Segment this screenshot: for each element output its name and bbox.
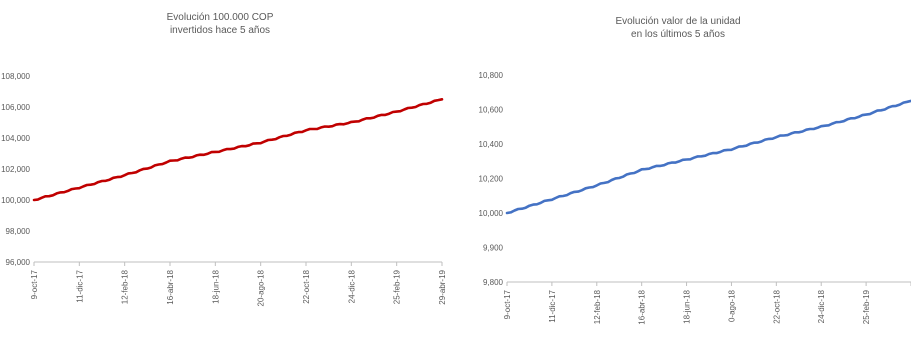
x-tick-label: 12-feb-18 <box>593 289 602 324</box>
plot-area: 96,000 98,000 100,000 102,000 104,000 106,000… <box>1 72 447 306</box>
y-tick-label: 106,000 <box>1 103 30 112</box>
y-tick-label: 98,000 <box>6 227 31 236</box>
y-tick-label: 10,600 <box>479 106 504 115</box>
chart-unit-value-evolution-svg: Evolución valor de la unidad en los últi… <box>479 16 911 325</box>
y-tick-label: 10,200 <box>479 175 504 184</box>
x-tick-label: 11-dic-17 <box>75 269 84 302</box>
x-tick-label: 12-feb-18 <box>121 269 130 304</box>
x-tick-label: 9-oct-17 <box>30 269 39 299</box>
x-tick-label: 22-oct-18 <box>302 269 311 303</box>
y-tick-label: 108,000 <box>1 72 30 81</box>
y-tick-label: 9,900 <box>483 244 504 253</box>
x-tick-label: 18-jun-18 <box>211 269 220 303</box>
chart-title-line-2: en los últimos 5 años <box>631 29 725 40</box>
chart-title-line-1: Evolución 100.000 COP <box>167 12 274 23</box>
x-tick-label: 9-oct-17 <box>503 289 512 319</box>
x-tick-label: 20-ago-18 <box>257 269 266 306</box>
y-tick-label: 100,000 <box>1 196 30 205</box>
chart-unit-value-evolution: Evolución valor de la unidad en los últi… <box>455 0 911 343</box>
y-tick-label: 10,800 <box>479 71 504 80</box>
series-line <box>32 98 444 202</box>
x-tick-label: 0-ago-18 <box>727 289 736 322</box>
series-line <box>505 99 911 215</box>
chart-title-line-1: Evolución valor de la unidad <box>615 16 740 27</box>
chart-title-line-2: invertidos hace 5 años <box>170 25 270 36</box>
plot-area: 9,800 9,900 10,000 10,200 10,400 10,600 10,800… <box>479 71 911 325</box>
y-tick-label: 10,000 <box>479 209 504 218</box>
x-tick-label: 11-dic-17 <box>548 289 557 322</box>
chart-investment-evolution-svg: Evolución 100.000 COP invertidos hace 5 … <box>1 12 447 306</box>
y-tick-label: 102,000 <box>1 165 30 174</box>
y-tick-label: 10,400 <box>479 140 504 149</box>
x-tick-label: 24-dic-18 <box>347 269 356 303</box>
x-tick-label: 29-abr-19 <box>438 269 447 304</box>
x-tick-label: 16-abr-18 <box>638 289 647 324</box>
y-tick-label: 9,800 <box>483 278 504 287</box>
x-tick-label: 25-feb-19 <box>393 269 402 304</box>
y-tick-label: 104,000 <box>1 134 30 143</box>
x-tick-label: 24-dic-18 <box>817 289 826 323</box>
x-tick-label: 22-oct-18 <box>772 289 781 323</box>
x-tick-label: 18-jun-18 <box>683 289 692 323</box>
x-tick-label: 25-feb-19 <box>862 289 871 324</box>
y-tick-label: 96,000 <box>6 258 31 267</box>
chart-investment-evolution: Evolución 100.000 COP invertidos hace 5 … <box>1 12 447 306</box>
x-tick-label: 16-abr-18 <box>166 269 175 304</box>
